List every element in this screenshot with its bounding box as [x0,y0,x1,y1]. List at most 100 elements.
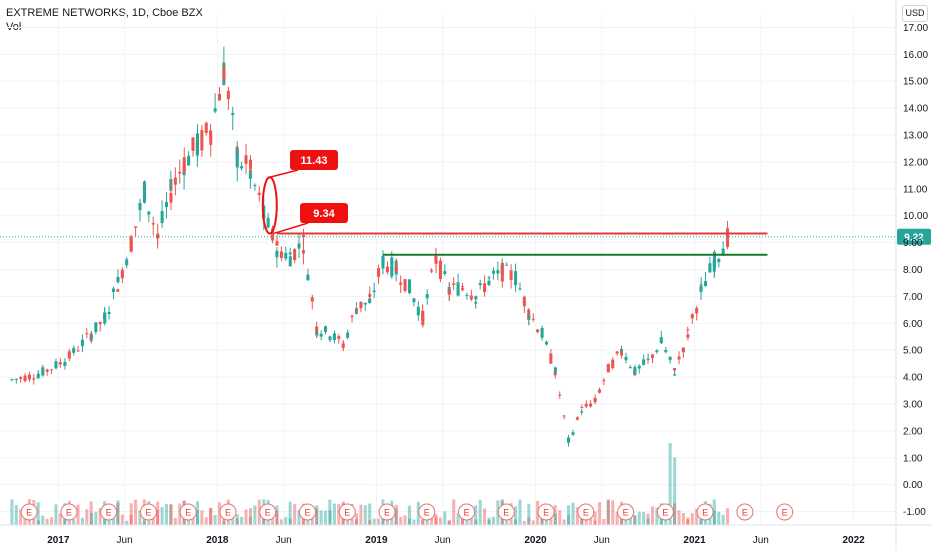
earnings-marker [338,503,356,521]
volume-bar [646,513,650,525]
candle-body [496,270,500,274]
candle-body [668,356,672,361]
volume-bar [461,514,465,525]
candle-body [659,337,663,343]
volume-bar [319,510,323,525]
earnings-marker-label: E [185,508,191,518]
volume-bar [359,504,363,525]
volume-bar [553,504,557,525]
earnings-marker-label: E [782,508,788,518]
candle-body [72,348,76,353]
candle-body [589,403,593,407]
earnings-marker-label: E [384,508,390,518]
y-tick-label: 13.00 [903,131,928,142]
currency-button[interactable]: USD [902,5,928,22]
earnings-marker-label: E [464,508,470,518]
candle-body [195,133,200,152]
volume-bar [589,518,593,525]
volume-bar [204,517,208,525]
candle-body [32,378,36,380]
candle-body [509,270,513,280]
volume-bar [244,509,248,525]
horizontal-levels: 9.22 [0,228,931,256]
y-tick-label: 7.00 [903,292,923,303]
candle-body [549,353,553,364]
candle-body [301,235,306,238]
volume-bar [235,514,239,525]
candle-body [41,367,45,376]
candle-body [562,415,566,417]
candle-body [677,356,681,360]
candle-body [624,356,628,361]
candle-body [279,251,283,258]
volume-bar [394,508,398,525]
volume-bar [231,518,235,525]
volume-bar [394,504,398,525]
volume-bar [474,519,478,525]
volume-bar [315,505,319,525]
volume-bar [412,519,416,525]
volume-bar [602,519,606,525]
earnings-marker-label: E [145,508,151,518]
earnings-marker-label: E [424,508,430,518]
y-tick-label: -1.00 [903,507,926,518]
candle-body [690,314,694,319]
volume-bar [19,509,23,525]
candle-body [187,155,191,166]
x-tick-label: Jun [276,535,292,546]
x-tick-label: Jun [435,535,451,546]
candle-body [372,290,376,292]
candle-body [45,369,49,372]
volume-bar [611,500,615,525]
candle-body [491,270,495,274]
candle-body [306,274,310,281]
candle-body [465,295,469,297]
volume-bar [129,514,133,525]
earnings-marker-label: E [26,508,32,518]
earnings-marker-label: E [702,508,708,518]
candle-body [487,277,491,279]
candle-body [315,326,319,333]
candle-body [527,315,531,319]
candle-body [23,375,27,382]
volume-bar [297,510,301,525]
volume-bar [690,513,694,525]
volume-bar [50,517,54,525]
candle-body [664,350,668,353]
volume-bar [217,502,222,525]
annotation-pointer [269,169,299,178]
y-tick-label: 4.00 [903,373,923,384]
candle-body [58,362,62,365]
candle-body [98,322,102,325]
volume-bar [593,511,597,525]
volume-bar [173,518,177,525]
candle-body [580,411,584,413]
volume-bar [116,502,120,525]
volume-bar [650,506,655,525]
candle-body [606,364,610,373]
earnings-marker [776,503,794,521]
volume-bar [332,503,336,525]
volume-bar [323,510,328,525]
candle-body [611,359,615,369]
candle-body [558,394,562,396]
earnings-marker-label: E [304,508,310,518]
y-tick-label: 0.00 [903,480,923,491]
volume-bar [553,513,557,525]
candle-body [438,260,442,280]
candle-body [500,263,504,282]
volume-bar [98,508,102,525]
candle-body [399,282,403,285]
volume-bar [195,509,199,525]
candle-body [452,283,456,285]
volume-bar [681,513,685,525]
candle-body [301,249,305,254]
candle-body [637,365,641,369]
volume-bar [646,518,650,525]
earnings-marker [577,503,595,521]
candle-body [686,329,690,331]
candle-body [138,202,142,211]
candle-body [522,296,526,307]
